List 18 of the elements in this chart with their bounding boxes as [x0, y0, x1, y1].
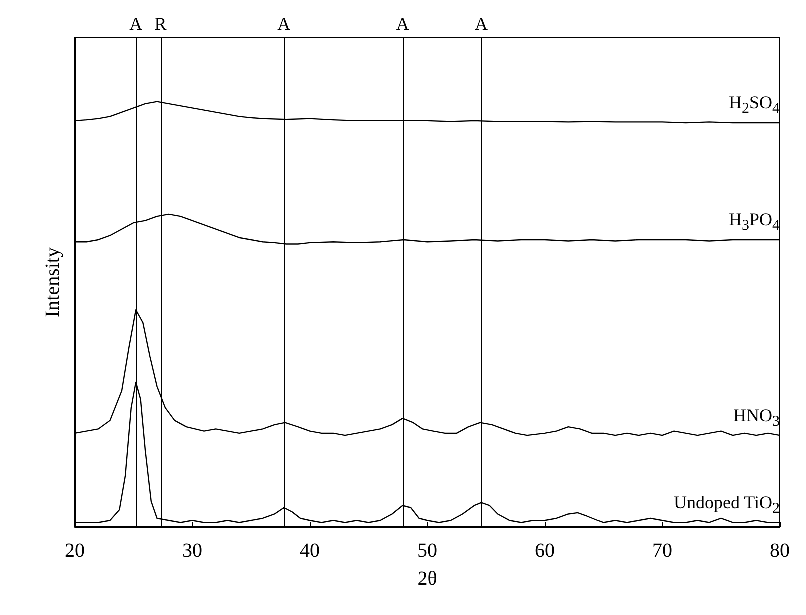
x-tick-label: 80 — [770, 540, 790, 562]
series-label: HNO$_{3}$ — [734, 404, 780, 430]
x-tick-label: 50 — [418, 540, 438, 562]
x-tick-label: 40 — [300, 540, 320, 562]
x-tick-label: 20 — [65, 540, 85, 562]
x-tick-label: 60 — [535, 540, 555, 562]
y-axis-title: Intensity — [42, 248, 64, 318]
ref-line-label: A — [396, 14, 410, 34]
x-axis-title: 2θ — [418, 568, 438, 590]
ref-line-label: A — [130, 14, 143, 34]
ref-line-label: R — [154, 14, 167, 34]
series-label: H$_{3}$PO$_{4}$ — [728, 209, 780, 234]
x-tick-label: 70 — [652, 540, 672, 562]
series-label: Undoped TiO$_{2}$ — [674, 492, 780, 517]
x-tick-label: 30 — [182, 540, 202, 562]
ref-line-label: A — [475, 14, 488, 34]
series-label: H$_{2}$SO$_{4}$ — [728, 92, 780, 118]
ref-line-label: A — [278, 14, 291, 34]
